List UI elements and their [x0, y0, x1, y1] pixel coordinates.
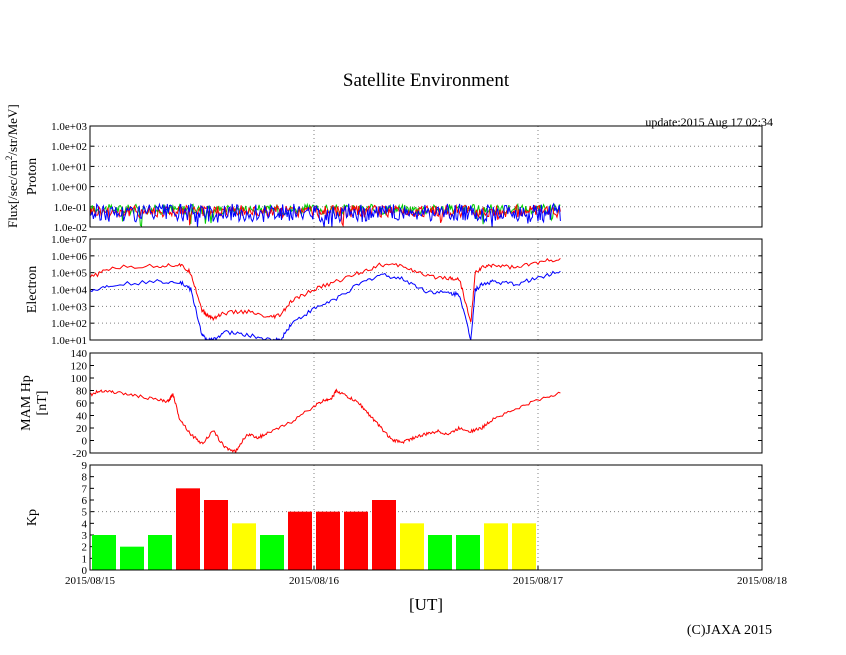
electron-ytick-label: 1.0e+03	[51, 301, 87, 313]
kp-bar-6	[232, 523, 256, 570]
electron-ytick-label: 1.0e+06	[51, 251, 87, 263]
kp-bar-5	[204, 500, 228, 570]
proton-ytick-label: 1.0e+00	[51, 182, 87, 194]
mam-ytick-label: 80	[76, 386, 88, 398]
mam-ytick-label: 120	[71, 361, 88, 373]
x-tick-label: 2015/08/15	[65, 575, 116, 587]
proton-ytick-label: 1.0e+01	[51, 161, 87, 173]
kp-ytick-label: 1	[82, 553, 88, 565]
proton-panel: 1.0e-02 1.0e-01 1.0e+00 1.0e+01 1.0e+02 1.0e+…	[25, 121, 763, 234]
electron-frame	[89, 238, 763, 341]
kp-ytick-label: 9	[82, 460, 88, 472]
mam-ytick-label: 140	[71, 348, 88, 360]
kp-ytick-label: 3	[82, 530, 88, 542]
kp-ytick-label: 5	[82, 507, 88, 519]
svg-text:Flux[/sec/cm2/str/MeV]: Flux[/sec/cm2/str/MeV]	[4, 104, 20, 228]
electron-ytick-label: 1.0e+05	[51, 268, 87, 280]
kp-frame	[89, 464, 763, 571]
mam-ytick-label: 20	[76, 423, 88, 435]
kp-bar-14	[456, 535, 480, 570]
mam-ytick-label: 0	[82, 436, 88, 448]
mam-ytick-label: -20	[72, 448, 87, 460]
kp-ytick-label: 7	[82, 483, 88, 495]
electron-ylabel: Electron	[25, 266, 40, 313]
kp-bar-7	[260, 535, 284, 570]
kp-bar-4	[176, 488, 200, 570]
electron-ytick-label: 1.0e+07	[51, 234, 87, 246]
flux-label-rest: /str/MeV]	[5, 104, 20, 155]
kp-bar-1	[92, 535, 116, 570]
kp-bar-8	[288, 511, 312, 570]
update-timestamp: update:2015 Aug 17 02:34	[645, 115, 773, 129]
kp-ytick-label: 2	[82, 542, 88, 554]
flux-label: Flux[/sec/cm2/str/MeV]	[4, 104, 20, 228]
proton-ytick-label: 1.0e+03	[51, 121, 87, 133]
flux-label-superscript: 2	[4, 156, 14, 161]
series-electron-red	[90, 258, 561, 323]
kp-bar-3	[148, 535, 172, 570]
proton-ytick-label: 1.0e-02	[54, 222, 87, 234]
kp-ylabel-line: Kp	[25, 509, 40, 526]
kp-ytick-label: 8	[82, 472, 88, 484]
mam-ylabel-line: MAM Hp	[19, 375, 34, 431]
copyright: (C)JAXA 2015	[687, 623, 772, 638]
mam-ytick-label: 100	[71, 373, 88, 385]
kp-bar-9	[316, 511, 340, 570]
mam-ytick-label: 40	[76, 411, 88, 423]
kp-bar-2	[120, 546, 144, 570]
electron-ytick-label: 1.0e+02	[51, 318, 87, 330]
kp-bar-10	[344, 511, 368, 570]
mam-ytick-label: 60	[76, 398, 88, 410]
kp-ylabel: Kp	[25, 509, 40, 526]
proton-ylabel: Proton	[25, 158, 40, 195]
kp-bar-12	[400, 523, 424, 570]
x-axis-label: [UT]	[409, 595, 443, 614]
electron-ytick-label: 1.0e+04	[51, 285, 87, 297]
series-proton-blue	[90, 202, 561, 227]
x-tick-label: 2015/08/16	[289, 575, 340, 587]
electron-ytick-label: 1.0e+01	[51, 335, 87, 347]
proton-frame	[89, 125, 763, 228]
kp-ytick-label: 4	[82, 518, 88, 530]
kp-ytick-label: 0	[82, 565, 88, 577]
kp-bar-11	[372, 500, 396, 570]
electron-ylabel-line: Electron	[25, 266, 40, 313]
proton-ylabel-line: Proton	[25, 158, 40, 195]
electron-panel: 1.0e+01 1.0e+02 1.0e+03 1.0e+04 1.0e+05 1.0e+…	[25, 234, 763, 347]
x-tick-label: 2015/08/17	[513, 575, 564, 587]
chart-title: Satellite Environment	[343, 70, 510, 91]
proton-ytick-label: 1.0e+02	[51, 141, 87, 153]
mam-frame	[89, 352, 763, 454]
series-mam-hp	[90, 388, 561, 453]
series-electron-blue	[90, 270, 561, 340]
mam-ylabel-line: [nT]	[35, 391, 50, 416]
kp-ytick-label: 6	[82, 495, 88, 507]
mam-ylabel: MAM Hp [nT]	[19, 375, 50, 431]
kp-bar-15	[484, 523, 508, 570]
kp-bar-16	[512, 523, 536, 570]
proton-ytick-label: 1.0e-01	[54, 202, 87, 214]
kp-bar-13	[428, 535, 452, 570]
x-tick-label: 2015/08/18	[737, 575, 788, 587]
flux-label-text: Flux[/sec/cm	[5, 160, 20, 228]
